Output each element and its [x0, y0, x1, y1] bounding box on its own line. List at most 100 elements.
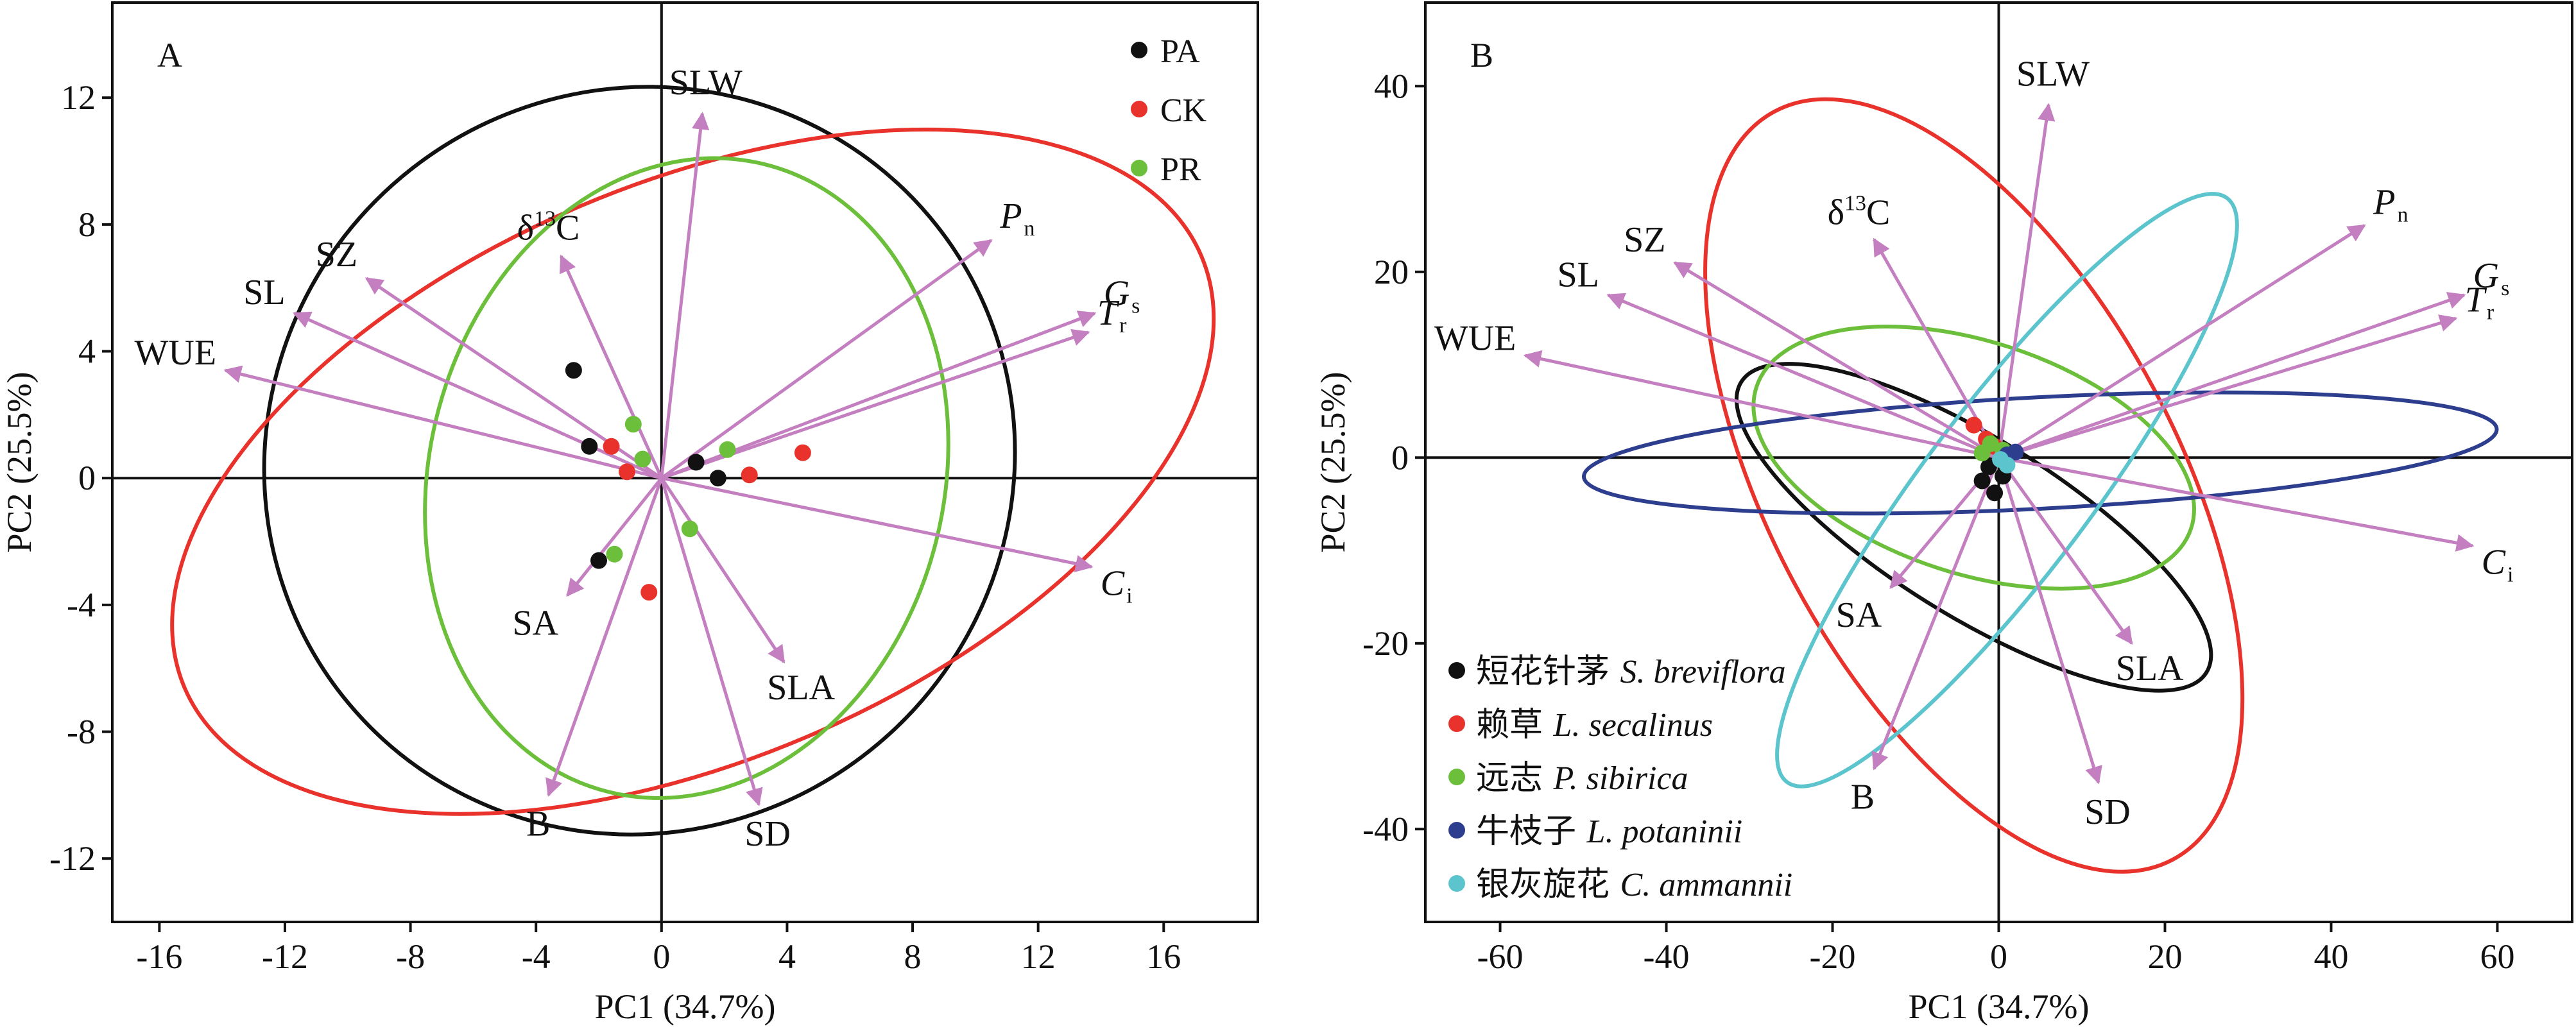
loading-label-13c: δ13C	[517, 207, 580, 248]
y-tick-label: 20	[1374, 253, 1409, 291]
x-tick-label: 20	[2147, 937, 2182, 976]
plot-frame	[111, 1, 1259, 923]
y-axis-title: PC2 (25.5%)	[0, 372, 39, 553]
sample-point	[1973, 472, 1991, 490]
loading-label-gs: Gs	[1104, 274, 1140, 318]
loading-label-sla: SLA	[2116, 649, 2184, 688]
sample-point	[2007, 443, 2024, 461]
loading-arrow	[223, 365, 662, 480]
y-tick-label: 12	[61, 78, 96, 117]
confidence-ellipse	[262, 85, 1017, 837]
legend-marker	[1131, 101, 1147, 117]
legend-a: PA CK PR	[1131, 33, 1207, 188]
loading-arrow	[560, 254, 664, 479]
sample-point	[640, 584, 658, 601]
sample-point	[794, 444, 811, 461]
sample-point	[741, 466, 758, 484]
legend-item: 赖草 L. secalinus	[1448, 706, 1713, 744]
x-tick-label: 40	[2314, 937, 2348, 976]
loading-arrow	[1606, 293, 2000, 459]
x-tick-label: -60	[1477, 937, 1524, 976]
y-tick-label: 8	[78, 205, 96, 244]
legend-label: 银灰旋花 C. ammannii	[1476, 865, 1792, 904]
loading-label-tr: Tr	[2465, 280, 2494, 324]
loading-arrow	[661, 476, 1094, 573]
loading-arrow	[1523, 350, 2000, 459]
sample-point	[624, 416, 642, 433]
sample-point	[687, 454, 705, 471]
loading-label-sd: SD	[2084, 792, 2131, 832]
loading-label-sa: SA	[1836, 595, 1882, 635]
legend-marker	[1448, 875, 1465, 892]
legend-label: 赖草 L. secalinus	[1476, 706, 1713, 744]
loading-label-sl: SL	[243, 273, 285, 312]
sample-point	[1973, 445, 1991, 462]
loading-arrow	[1997, 457, 2102, 785]
x-tick-label: -8	[396, 937, 425, 976]
loading-label-sla: SLA	[767, 668, 835, 708]
loading-arrow	[660, 112, 710, 479]
legend-item: 短花针茅 S. breviflora	[1448, 652, 1786, 691]
y-tick-label: -12	[49, 839, 96, 878]
legend-item: PA	[1131, 33, 1200, 70]
plot-area	[112, 3, 1258, 922]
x-tick-label: 4	[778, 937, 796, 976]
loading-label-b: B	[526, 805, 550, 844]
legend-marker	[1448, 662, 1465, 679]
legend-label: 短花针茅 S. breviflora	[1476, 652, 1786, 691]
loading-arrow	[1673, 261, 2000, 459]
loading-label-sz: SZ	[316, 235, 357, 275]
panel-label: B	[1470, 36, 1493, 74]
x-tick-label: 0	[653, 937, 670, 976]
y-tick-label: 40	[1374, 67, 1409, 105]
loading-arrow	[1998, 314, 2458, 459]
y-axis-title: PC2 (25.5%)	[1314, 372, 1352, 553]
loading-label-sz: SZ	[1624, 220, 1665, 260]
sample-point	[1998, 456, 2016, 473]
loading-arrow	[1871, 457, 2000, 771]
loading-arrow	[545, 477, 664, 797]
x-tick-label: 0	[1990, 937, 2007, 976]
loading-label-sl: SL	[1558, 255, 1599, 294]
loading-label-pn: Pn	[2373, 182, 2408, 226]
loading-arrow	[660, 477, 786, 664]
loading-label-wue: WUE	[135, 333, 217, 373]
loading-label-slw: SLW	[2016, 55, 2090, 94]
legend-item: PR	[1131, 151, 1201, 188]
sample-point	[709, 470, 726, 487]
loading-label-sa: SA	[513, 603, 559, 643]
legend-label: PR	[1160, 151, 1201, 188]
legend-marker	[1131, 42, 1147, 58]
legend-marker	[1448, 822, 1465, 839]
x-tick-label: 12	[1021, 937, 1056, 976]
loading-arrow	[293, 311, 662, 480]
x-tick-label: 60	[2480, 937, 2514, 976]
loading-arrow	[660, 239, 993, 480]
loading-label-ci: Ci	[2482, 542, 2514, 586]
y-tick-label: -40	[1362, 810, 1409, 848]
sample-point	[606, 545, 623, 563]
legend-item: 银灰旋花 C. ammannii	[1448, 865, 1792, 904]
y-tick-label: -20	[1362, 624, 1409, 663]
loading-arrow	[566, 477, 663, 597]
loading-label-b: B	[1851, 778, 1875, 817]
confidence-ellipse	[1751, 325, 2196, 591]
sample-point	[603, 438, 620, 455]
plot-area	[1425, 3, 2572, 922]
legend-label: 牛枝子 L. potaninii	[1476, 812, 1742, 851]
loading-arrow	[1997, 456, 2133, 645]
loading-arrow	[1998, 456, 2475, 552]
legend-marker	[1131, 160, 1147, 176]
x-tick-label: -12	[262, 937, 308, 976]
x-tick-label: -16	[136, 937, 182, 976]
loading-arrow	[660, 477, 763, 806]
loading-arrow	[1998, 224, 2366, 459]
panel-label: A	[157, 36, 182, 74]
x-tick-label: 8	[904, 937, 922, 976]
y-tick-label: -4	[67, 586, 96, 624]
legend-b: 短花针茅 S. breviflora 赖草 L. secalinus 远志 P. s…	[1448, 652, 1792, 904]
loading-arrow	[1997, 103, 2056, 458]
legend-item: CK	[1131, 92, 1207, 129]
loading-arrow	[1998, 292, 2466, 459]
